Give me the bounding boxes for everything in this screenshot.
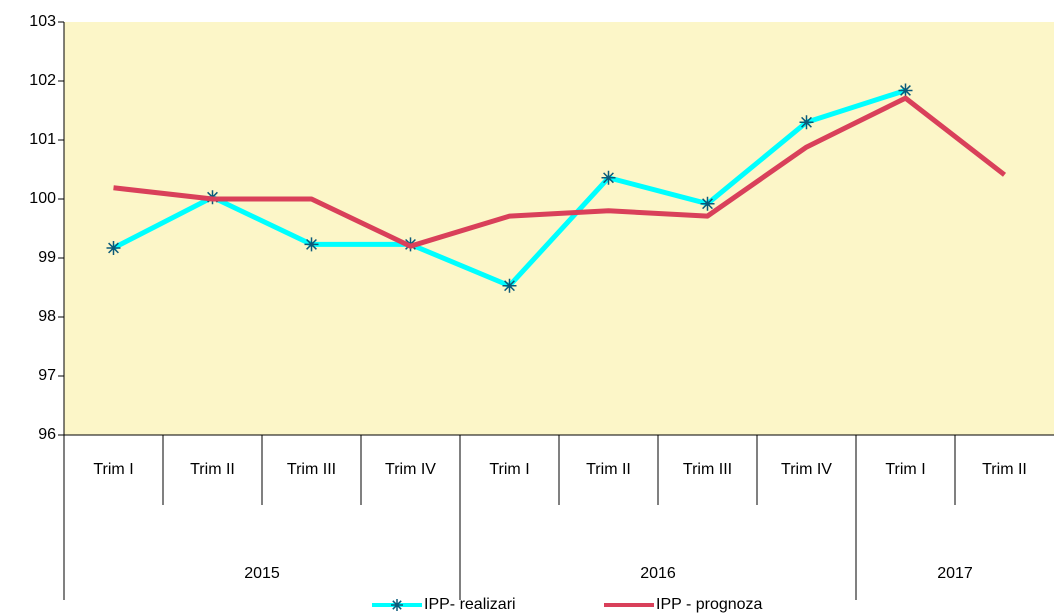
- x-tick-label: Trim I: [93, 461, 133, 478]
- marker: [700, 196, 715, 211]
- x-tick-label: Trim III: [683, 461, 732, 478]
- x-group-label: 2016: [640, 565, 676, 582]
- marker: [601, 170, 616, 185]
- x-tick-label: Trim IV: [385, 461, 436, 478]
- y-tick-label: 99: [38, 249, 56, 266]
- y-tick-label: 101: [29, 131, 56, 148]
- marker: [106, 240, 121, 255]
- legend-marker: [391, 599, 403, 611]
- y-tick-label: 100: [29, 190, 56, 207]
- legend-label: IPP - prognoza: [656, 596, 763, 613]
- marker: [502, 278, 517, 293]
- y-tick-label: 102: [29, 72, 56, 89]
- y-tick-label: 97: [38, 367, 56, 384]
- y-tick-label: 103: [29, 13, 56, 30]
- x-group-label: 2017: [937, 565, 973, 582]
- x-tick-label: Trim I: [489, 461, 529, 478]
- x-tick-label: Trim IV: [781, 461, 832, 478]
- x-tick-label: Trim II: [982, 461, 1027, 478]
- marker: [898, 83, 913, 98]
- marker: [304, 237, 319, 252]
- y-tick-label: 98: [38, 308, 56, 325]
- x-tick-label: Trim III: [287, 461, 336, 478]
- x-tick-label: Trim II: [586, 461, 631, 478]
- series-line: [113, 95, 1007, 249]
- x-tick-label: Trim II: [190, 461, 235, 478]
- y-tick-label: 96: [38, 426, 56, 443]
- x-tick-label: Trim I: [885, 461, 925, 478]
- marker: [799, 115, 814, 130]
- x-group-label: 2015: [244, 565, 280, 582]
- legend-label: IPP- realizari: [424, 596, 516, 613]
